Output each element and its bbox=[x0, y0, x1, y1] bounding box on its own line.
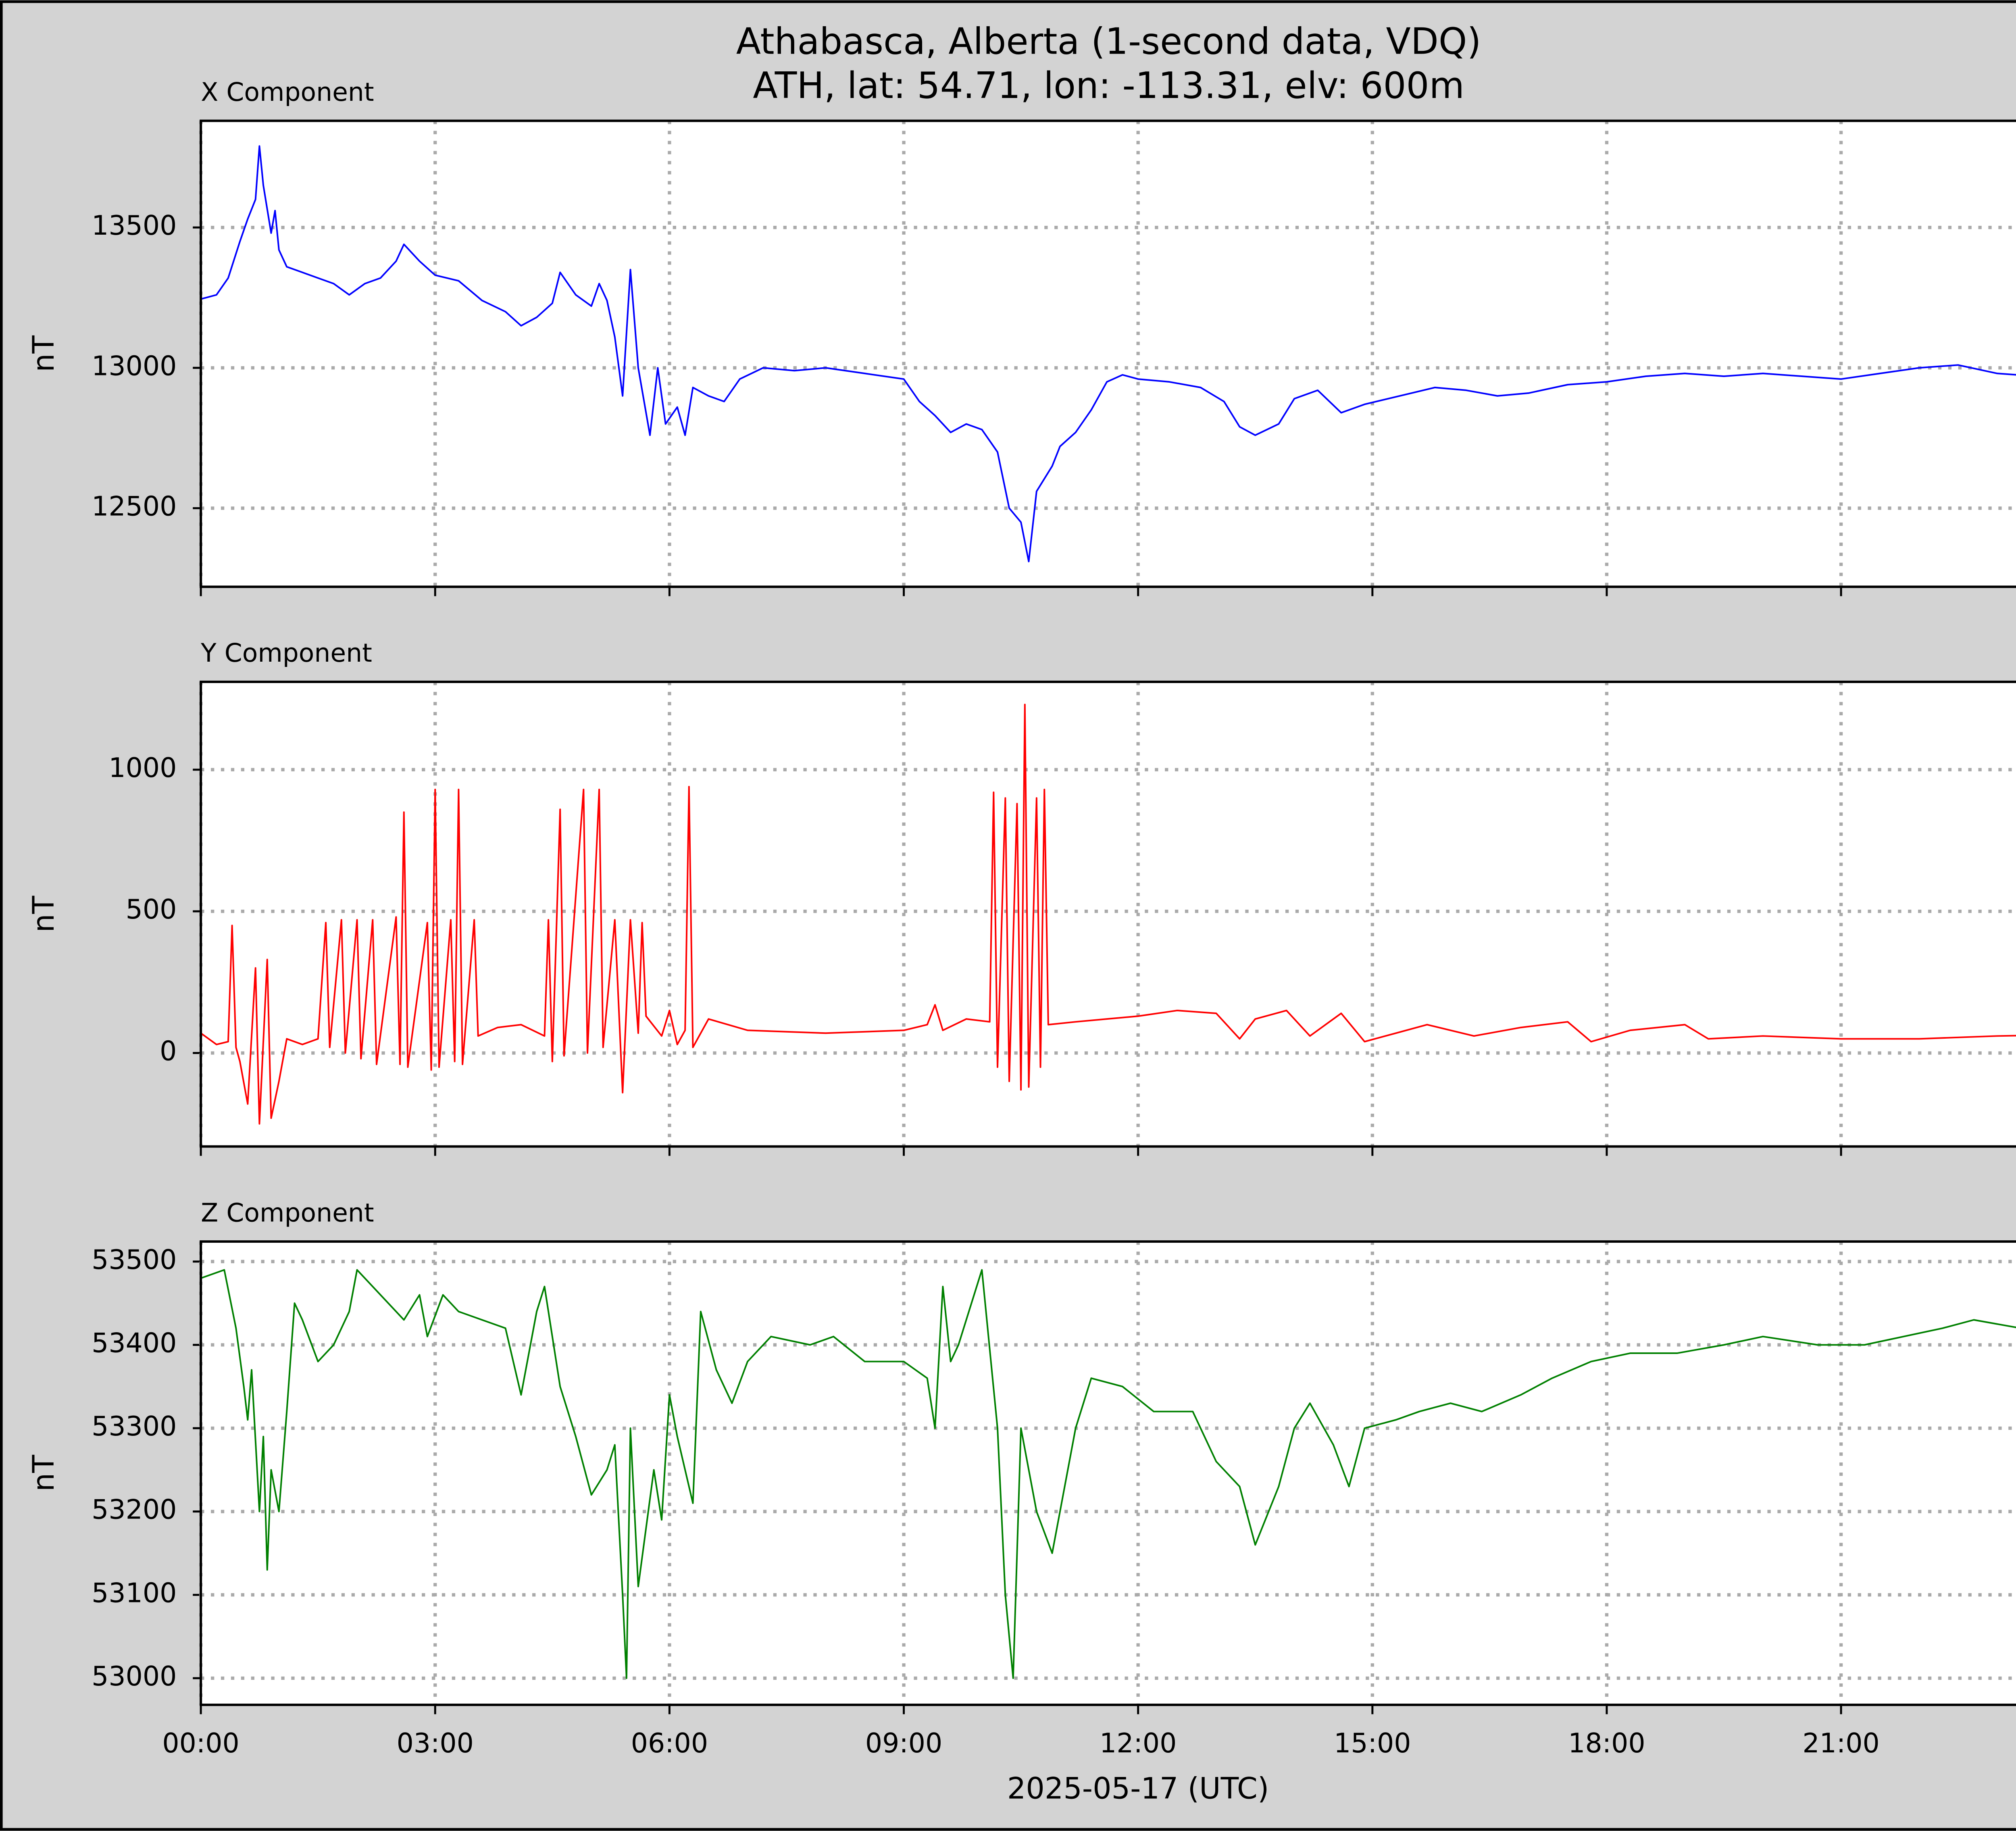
x-tick-label: 18:00 bbox=[1568, 1727, 1645, 1759]
y-tick-label: 0 bbox=[160, 1035, 177, 1067]
y-tick-label: 53100 bbox=[92, 1577, 177, 1608]
y-tick-label: 1000 bbox=[108, 752, 177, 783]
x-tick-label: 15:00 bbox=[1334, 1727, 1411, 1759]
panel-title: Y Component bbox=[200, 638, 372, 668]
chart-title: Athabasca, Alberta (1-second data, VDQ) bbox=[736, 21, 1481, 63]
x-tick-label: 00:00 bbox=[162, 1727, 239, 1759]
x-tick-label: 21:00 bbox=[1802, 1727, 1879, 1759]
plot-area bbox=[201, 1241, 2016, 1705]
x-tick-label: 03:00 bbox=[397, 1727, 474, 1759]
y-tick-label: 12500 bbox=[92, 490, 177, 522]
y-axis-label: nT bbox=[27, 896, 61, 932]
chart-subtitle: ATH, lat: 54.71, lon: -113.31, elv: 600m bbox=[753, 65, 1464, 107]
x-axis-label: 2025-05-17 (UTC) bbox=[1007, 1772, 1269, 1806]
y-tick-label: 500 bbox=[126, 894, 177, 925]
data-line bbox=[200, 145, 2016, 562]
y-tick-label: 53000 bbox=[92, 1660, 177, 1692]
x-tick-label: 12:00 bbox=[1100, 1727, 1177, 1759]
y-tick-label: 13000 bbox=[92, 350, 177, 381]
y-tick-label: 53500 bbox=[92, 1244, 177, 1275]
data-line bbox=[200, 704, 2016, 1125]
plot-frame bbox=[200, 1240, 2016, 1706]
y-tick-label: 53300 bbox=[92, 1410, 177, 1442]
y-axis-label: nT bbox=[27, 1455, 61, 1491]
x-tick-label: 06:00 bbox=[631, 1727, 708, 1759]
x-tick-label: 09:00 bbox=[865, 1727, 942, 1759]
plot-area bbox=[201, 121, 2016, 587]
plot-area bbox=[201, 682, 2016, 1147]
plot-frame bbox=[200, 681, 2016, 1148]
panel-title: Z Component bbox=[201, 1198, 374, 1227]
data-line bbox=[200, 1269, 2016, 1679]
y-tick-label: 53400 bbox=[92, 1327, 177, 1358]
plot-frame bbox=[200, 119, 2016, 588]
y-tick-label: 53200 bbox=[92, 1494, 177, 1525]
panel-title: X Component bbox=[201, 77, 374, 107]
y-axis-label: nT bbox=[27, 335, 61, 372]
y-tick-label: 13500 bbox=[92, 210, 177, 241]
